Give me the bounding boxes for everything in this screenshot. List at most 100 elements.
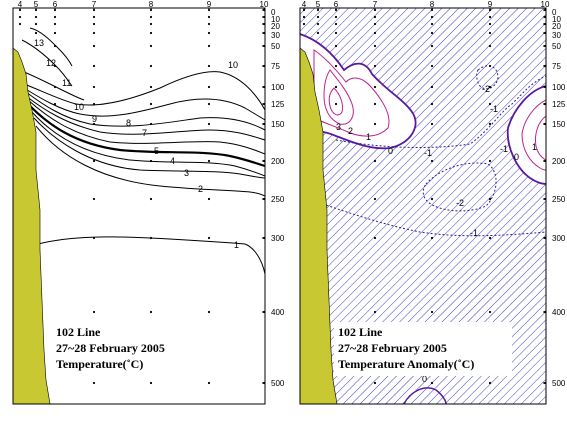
sample-point bbox=[149, 122, 153, 126]
station-tick-8: 8 bbox=[149, 0, 154, 9]
temp-contour-4 bbox=[31, 111, 265, 177]
sample-point bbox=[53, 85, 57, 89]
anomaly-contour-0-bottom bbox=[403, 387, 447, 404]
sample-point bbox=[92, 310, 96, 314]
station-tick-6: 6 bbox=[53, 0, 58, 9]
sample-point bbox=[207, 102, 211, 106]
temp-contour-label-3: 3 bbox=[184, 168, 189, 178]
sample-point bbox=[92, 197, 96, 201]
depth-tick-10: 10 bbox=[271, 15, 280, 24]
sample-point bbox=[373, 197, 377, 201]
depth-tick-500: 500 bbox=[271, 379, 285, 388]
temp-contour-label-7: 7 bbox=[142, 128, 147, 138]
sample-point bbox=[373, 15, 377, 19]
sample-point bbox=[488, 22, 492, 26]
sample-point bbox=[92, 15, 96, 19]
temperature-plot-area bbox=[13, 8, 265, 404]
depth-tick-100: 100 bbox=[552, 83, 566, 92]
sample-point bbox=[488, 31, 492, 35]
sample-point bbox=[334, 44, 338, 48]
temperature-title: 102 Line bbox=[56, 325, 101, 339]
sample-point bbox=[34, 31, 38, 35]
sample-point bbox=[373, 31, 377, 35]
temp-contour-11 bbox=[23, 71, 85, 101]
sample-point bbox=[488, 85, 492, 89]
anomaly-positive-region-offshore bbox=[507, 86, 546, 184]
anomaly-contour-label-neg1a: -1 bbox=[424, 148, 432, 158]
sample-point bbox=[207, 236, 211, 240]
temp-contour-8 bbox=[25, 91, 265, 131]
sample-point bbox=[334, 64, 338, 68]
sample-point bbox=[302, 22, 306, 26]
anomaly-contour-0-offshore bbox=[506, 85, 546, 185]
anomaly-contour-0 bbox=[300, 33, 417, 150]
sample-point bbox=[34, 22, 38, 26]
temp-contour-6 bbox=[27, 99, 265, 155]
anomaly-contour-2 bbox=[323, 69, 354, 125]
sample-point bbox=[488, 102, 492, 106]
sample-point bbox=[207, 22, 211, 26]
sample-point bbox=[373, 44, 377, 48]
station-tick-7: 7 bbox=[373, 0, 378, 9]
sample-point bbox=[18, 22, 22, 26]
sample-point bbox=[207, 197, 211, 201]
sample-point bbox=[207, 122, 211, 126]
sample-point bbox=[92, 159, 96, 163]
temp-contour-label-10a: 10 bbox=[74, 102, 84, 112]
sample-point bbox=[430, 85, 434, 89]
sample-point bbox=[149, 15, 153, 19]
sample-point bbox=[53, 15, 57, 19]
sample-point bbox=[430, 159, 434, 163]
sample-point bbox=[488, 236, 492, 240]
temp-contour-label-2: 2 bbox=[198, 184, 203, 194]
sample-point bbox=[149, 310, 153, 314]
depth-tick-75: 75 bbox=[271, 62, 280, 71]
sample-point bbox=[207, 85, 211, 89]
depth-tick-10: 10 bbox=[552, 15, 561, 24]
sample-point bbox=[373, 159, 377, 163]
depth-tick-150: 150 bbox=[271, 120, 285, 129]
sample-point bbox=[149, 102, 153, 106]
temp-contour-label-5: 5 bbox=[154, 146, 159, 156]
station-tick-9: 9 bbox=[488, 0, 493, 9]
anomaly-panel: 0 3 2 1 0 -1 -2 -1 -1 0 1 -2 -1 0 45 6 7 8 9… bbox=[299, 0, 566, 405]
station-tick-4: 4 bbox=[302, 0, 307, 9]
anomaly-caption-background bbox=[334, 322, 512, 376]
sample-point bbox=[302, 15, 306, 19]
sample-point bbox=[92, 381, 96, 385]
sample-point bbox=[430, 122, 434, 126]
temperature-variable-label: Temperature(˚C) bbox=[56, 357, 143, 371]
sample-point bbox=[430, 236, 434, 240]
station-tick-9: 9 bbox=[207, 0, 212, 9]
anomaly-contour-label-neg1d: -1 bbox=[470, 228, 478, 238]
temp-contour-label-4: 4 bbox=[170, 156, 175, 166]
sample-point bbox=[207, 310, 211, 314]
sample-point bbox=[149, 381, 153, 385]
anomaly-contour-label-neg1c: -1 bbox=[500, 144, 508, 154]
station-tick-6: 6 bbox=[334, 0, 339, 9]
depth-tick-20: 20 bbox=[552, 22, 561, 31]
sample-point bbox=[488, 197, 492, 201]
sample-point bbox=[334, 22, 338, 26]
anomaly-contour-1-offshore bbox=[521, 99, 546, 171]
depth-tick-75: 75 bbox=[552, 62, 561, 71]
sample-point bbox=[149, 236, 153, 240]
sample-point bbox=[373, 310, 377, 314]
sample-point bbox=[334, 15, 338, 19]
sample-point bbox=[430, 197, 434, 201]
sample-point bbox=[430, 22, 434, 26]
sample-point bbox=[149, 44, 153, 48]
sample-point bbox=[207, 64, 211, 68]
sample-point bbox=[373, 85, 377, 89]
depth-tick-200: 200 bbox=[271, 157, 285, 166]
temp-contour-1 bbox=[37, 236, 265, 275]
anomaly-contour-1 bbox=[313, 49, 390, 137]
anomaly-variable-label: Temperature Anomaly(˚C) bbox=[338, 357, 474, 371]
depth-tick-100: 100 bbox=[271, 83, 285, 92]
anomaly-date: 27~28 February 2005 bbox=[338, 341, 447, 355]
station-tick-10: 10 bbox=[541, 0, 550, 9]
anomaly-contour-neg2-north bbox=[476, 65, 499, 90]
station-tick-4: 4 bbox=[18, 0, 23, 9]
